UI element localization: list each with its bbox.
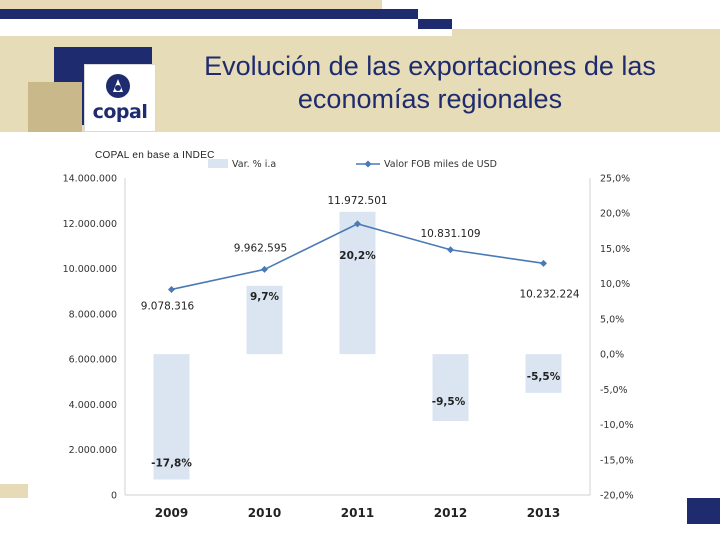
bar-2010: [246, 285, 283, 355]
x-category-label: 2010: [248, 506, 281, 520]
left-tick-label: 12.000.000: [63, 219, 117, 230]
left-tick-label: 14.000.000: [63, 174, 117, 185]
logo-backdrop-tan: [28, 82, 82, 132]
fob-data-label: 11.972.501: [327, 195, 387, 207]
left-tick-label: 10.000.000: [63, 264, 117, 275]
x-category-label: 2013: [527, 506, 560, 520]
right-tick-label: 0,0%: [600, 350, 624, 361]
bottom-decor-navy: [687, 498, 720, 524]
pct-data-label: -9,5%: [432, 396, 466, 408]
right-tick-label: 10,0%: [600, 279, 630, 290]
left-tick-label: 4.000.000: [69, 400, 117, 411]
top-decor-navy: [0, 9, 418, 19]
line-point-2012: [447, 246, 454, 254]
left-tick-label: 2.000.000: [69, 445, 117, 456]
right-tick-label: 15,0%: [600, 244, 630, 255]
fob-data-label: 10.232.224: [519, 288, 579, 300]
right-tick-label: -10,0%: [600, 420, 634, 431]
x-category-label: 2009: [155, 506, 188, 520]
left-tick-label: 0: [111, 491, 117, 502]
pct-data-label: -5,5%: [527, 371, 561, 383]
pct-data-label: 20,2%: [339, 250, 376, 262]
fob-data-label: 9.078.316: [141, 300, 195, 312]
pct-data-label: -17,8%: [151, 458, 192, 470]
page-title: Evolución de las exportaciones de las ec…: [204, 51, 656, 114]
right-tick-label: -15,0%: [600, 455, 634, 466]
x-category-label: 2011: [341, 506, 374, 520]
fob-data-label: 9.962.595: [234, 242, 287, 254]
right-tick-label: 5,0%: [600, 314, 624, 325]
legend-line-label: Valor FOB miles de USD: [384, 159, 497, 170]
x-category-label: 2012: [434, 506, 467, 520]
top-decor-beige: [0, 0, 382, 9]
pct-data-label: 9,7%: [250, 291, 280, 303]
copal-logo: copal: [84, 64, 156, 132]
line-point-2009: [168, 285, 175, 293]
bar-2009: [153, 354, 190, 480]
fob-data-label: 10.831.109: [420, 228, 480, 240]
legend-bar-label: Var. % i.a: [232, 159, 276, 170]
top-decor-navy-step: [418, 19, 452, 29]
right-tick-label: 25,0%: [600, 174, 630, 185]
left-tick-label: 8.000.000: [69, 309, 117, 320]
legend-line-marker: [364, 160, 372, 168]
line-point-2013: [540, 259, 547, 267]
copal-logo-text: copal: [92, 101, 148, 123]
bar-2011: [339, 211, 376, 355]
source-note: COPAL en base a INDEC: [95, 150, 215, 161]
line-point-2010: [261, 265, 268, 273]
left-tick-label: 6.000.000: [69, 355, 117, 366]
right-tick-label: 20,0%: [600, 209, 630, 220]
right-tick-label: -5,0%: [600, 385, 628, 396]
bar-2012: [432, 354, 469, 422]
copal-emblem-icon: [106, 74, 130, 98]
legend-bar-swatch: [208, 159, 228, 168]
bar-2013: [525, 354, 562, 393]
bottom-decor-beige: [0, 484, 28, 498]
line-point-2011: [354, 220, 361, 228]
top-decor-gold: [452, 29, 720, 36]
right-tick-label: -20,0%: [600, 491, 634, 502]
